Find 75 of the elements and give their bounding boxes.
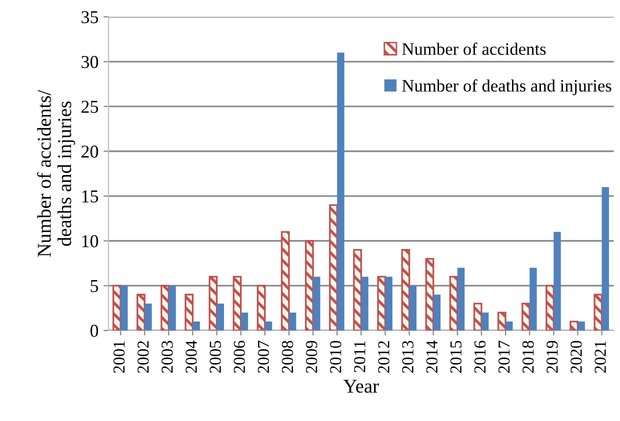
x-tick-label: 2007 (258, 340, 270, 373)
bar (256, 284, 266, 330)
x-tick-label: 2020 (570, 340, 582, 373)
bar (409, 286, 416, 330)
bar (578, 322, 585, 330)
bar (594, 294, 603, 330)
y-axis-title: Number of accidents/ deaths and injuries (37, 90, 76, 257)
bar (361, 276, 368, 330)
x-tick-label: 2010 (330, 340, 342, 373)
x-tick-label: 2009 (306, 340, 318, 373)
x-tick-label: 2017 (498, 340, 510, 373)
y-tick-label: 20 (82, 146, 98, 158)
bar (232, 276, 242, 330)
bar (240, 312, 248, 330)
bar (425, 258, 434, 330)
x-tick-label: 2003 (162, 340, 173, 373)
y-tick-label: 0 (90, 324, 98, 337)
bar (449, 276, 458, 330)
bar (264, 322, 272, 330)
bar (506, 322, 513, 330)
bar (497, 312, 506, 330)
bar (337, 52, 344, 330)
x-tick-label: 2005 (210, 340, 221, 373)
x-tick-label: 2012 (378, 341, 390, 373)
legend-label: Number of deaths and injuries (402, 79, 612, 96)
bar (184, 294, 194, 330)
bar (530, 268, 537, 330)
bar (522, 302, 530, 330)
bar (144, 304, 152, 330)
bar (457, 268, 465, 330)
bar (329, 204, 338, 330)
bar (401, 249, 410, 330)
y-tick-label: 30 (82, 56, 98, 68)
bar (192, 322, 200, 330)
bar (280, 231, 290, 330)
x-tick-label: 2001 (113, 341, 125, 373)
legend-label: Number of accidents (402, 42, 546, 55)
y-tick-label: 35 (82, 11, 98, 24)
x-tick-label: 2006 (234, 340, 246, 373)
bar (433, 294, 441, 330)
x-tick-label: 2013 (402, 340, 414, 373)
y-tick-label: 5 (90, 280, 98, 292)
bar (546, 284, 554, 330)
bar (602, 187, 609, 330)
bar (168, 286, 176, 330)
bar (377, 276, 386, 330)
bar (160, 284, 170, 330)
bar (136, 294, 146, 330)
bar (570, 320, 579, 330)
x-tick-label: 2002 (138, 341, 149, 373)
bar (120, 286, 128, 330)
x-axis-title: Year (343, 380, 379, 393)
x-tick-label: 2014 (426, 340, 438, 373)
x-tick-label: 2021 (594, 341, 606, 373)
bar (353, 249, 362, 330)
x-tick-label: 2019 (546, 340, 558, 373)
y-tick-label: 10 (82, 235, 98, 248)
bar (112, 284, 122, 330)
bar (554, 232, 561, 330)
x-tick-label: 2004 (186, 340, 197, 373)
x-tick-label: 2018 (522, 340, 534, 373)
y-tick-label: 25 (82, 100, 98, 113)
bar (313, 276, 320, 330)
bar (208, 276, 218, 330)
x-tick-label: 2015 (450, 340, 462, 373)
bar (216, 304, 224, 330)
y-tick-label: 15 (82, 190, 98, 203)
bar (481, 312, 489, 330)
x-tick-label: 2016 (474, 340, 486, 373)
x-tick-label: 2008 (282, 340, 294, 373)
bar (288, 312, 296, 330)
bar (304, 240, 314, 330)
bar (473, 302, 482, 330)
bar (385, 276, 392, 330)
x-tick-label: 2011 (354, 341, 366, 372)
